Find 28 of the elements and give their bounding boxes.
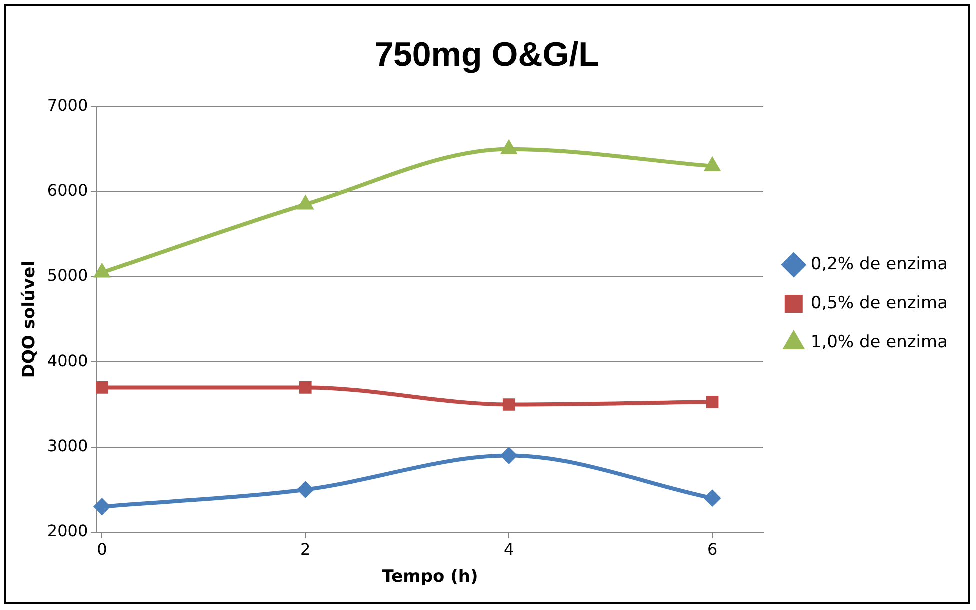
point — [94, 498, 111, 516]
chart-title: 750mg O&G/L — [374, 36, 600, 74]
point — [297, 195, 314, 210]
y-tick-label: 4000 — [47, 351, 88, 370]
y-tick-label: 6000 — [47, 181, 88, 200]
point — [94, 263, 110, 278]
point — [297, 481, 314, 498]
point — [299, 382, 312, 394]
x-tick-label: 2 — [300, 540, 311, 560]
legend-label: 1,0% de enzima — [810, 332, 948, 352]
y-tick-label: 7000 — [47, 96, 88, 115]
point — [706, 396, 719, 408]
y-tick-label: 2000 — [47, 522, 88, 541]
point — [704, 156, 721, 172]
y-axis-title: DQO solúvel — [20, 261, 40, 378]
point — [500, 140, 518, 154]
point — [502, 398, 516, 411]
point — [500, 447, 518, 464]
x-tick-label: 0 — [97, 540, 108, 560]
legend-label: 0,2% de enzima — [810, 254, 948, 274]
y-tick-label: 5000 — [47, 266, 88, 286]
x-tick-label: 4 — [504, 540, 514, 560]
x-axis-title: Tempo (h) — [382, 567, 478, 588]
x-tick-label: 6 — [707, 540, 718, 560]
point — [96, 382, 108, 394]
point — [704, 490, 722, 507]
y-tick-label: 3000 — [47, 436, 88, 456]
legend-label: 0,5% de enzima — [810, 293, 948, 314]
